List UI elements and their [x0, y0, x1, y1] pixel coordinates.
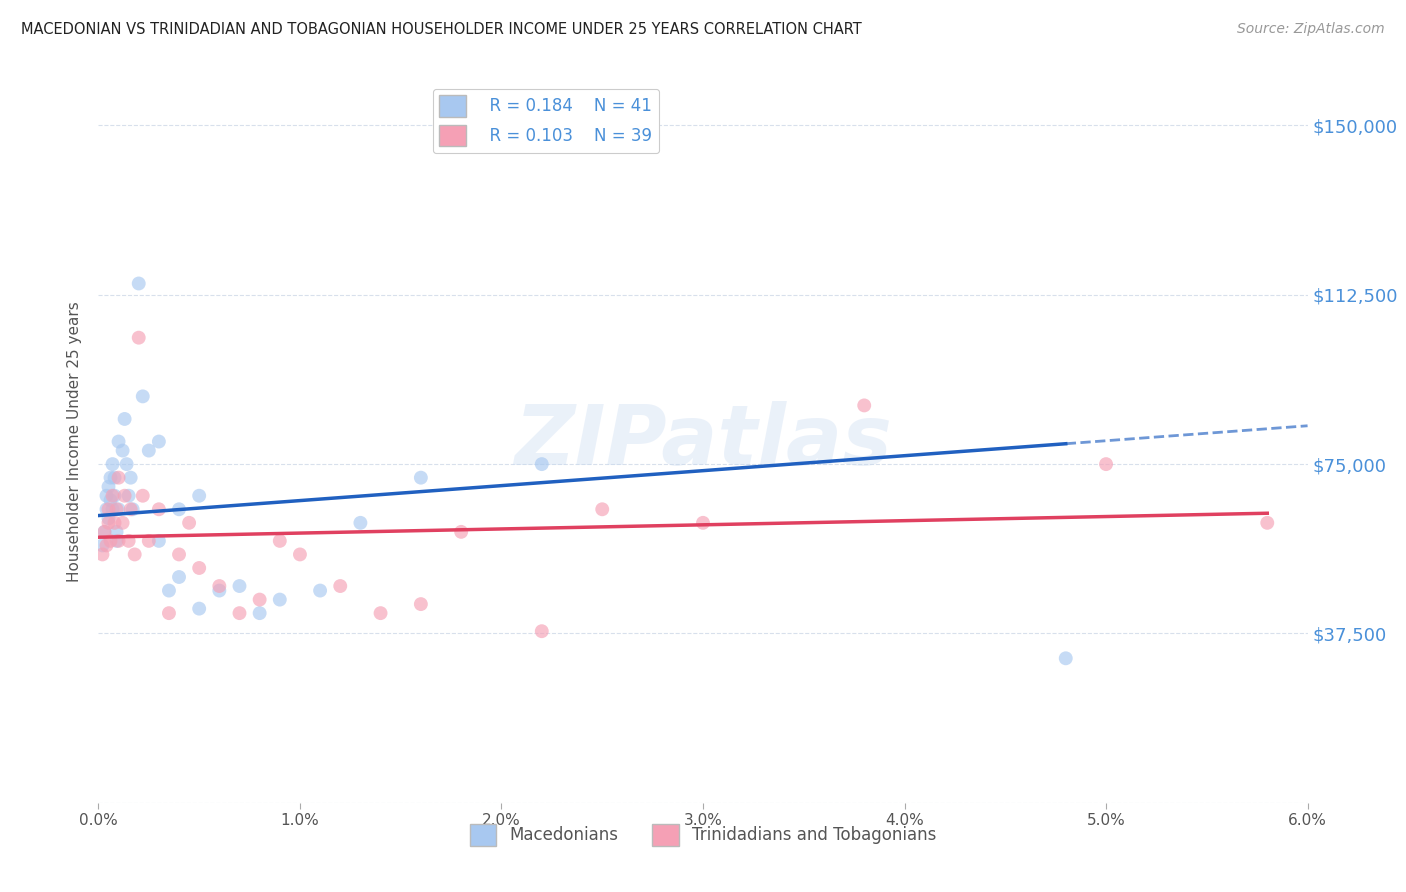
- Point: [450, 524, 472, 539]
- Point: [208, 579, 231, 593]
- Point: [100, 493, 122, 508]
- Point: [115, 457, 138, 471]
- Point: [853, 398, 876, 412]
- Point: [132, 389, 155, 403]
- Point: [96, 538, 118, 552]
- Point: [148, 533, 170, 548]
- Point: [349, 516, 371, 530]
- Point: [103, 516, 125, 530]
- Point: [1256, 516, 1278, 530]
- Point: [132, 489, 155, 503]
- Point: [120, 502, 142, 516]
- Point: [107, 502, 129, 516]
- Point: [167, 570, 190, 584]
- Text: MACEDONIAN VS TRINIDADIAN AND TOBAGONIAN HOUSEHOLDER INCOME UNDER 25 YEARS CORRE: MACEDONIAN VS TRINIDADIAN AND TOBAGONIAN…: [21, 22, 862, 37]
- Point: [101, 457, 124, 471]
- Point: [138, 443, 160, 458]
- Point: [101, 502, 124, 516]
- Point: [1054, 651, 1077, 665]
- Point: [105, 524, 128, 539]
- Point: [370, 606, 392, 620]
- Point: [269, 592, 291, 607]
- Point: [120, 470, 142, 484]
- Point: [97, 480, 120, 494]
- Point: [118, 533, 141, 548]
- Point: [530, 457, 553, 471]
- Point: [167, 502, 190, 516]
- Point: [409, 597, 432, 611]
- Point: [114, 489, 136, 503]
- Point: [111, 516, 134, 530]
- Point: [91, 548, 114, 562]
- Point: [692, 516, 714, 530]
- Point: [309, 583, 332, 598]
- Point: [100, 533, 122, 548]
- Legend: Macedonians, Trinidadians and Tobagonians: Macedonians, Trinidadians and Tobagonian…: [463, 818, 943, 852]
- Y-axis label: Householder Income Under 25 years: Householder Income Under 25 years: [67, 301, 83, 582]
- Point: [249, 606, 271, 620]
- Point: [157, 583, 180, 598]
- Point: [93, 524, 115, 539]
- Text: Source: ZipAtlas.com: Source: ZipAtlas.com: [1237, 22, 1385, 37]
- Point: [101, 489, 124, 503]
- Point: [114, 412, 136, 426]
- Point: [105, 502, 128, 516]
- Point: [118, 489, 141, 503]
- Point: [179, 516, 201, 530]
- Point: [409, 470, 432, 484]
- Point: [288, 548, 311, 562]
- Point: [97, 502, 120, 516]
- Point: [121, 502, 143, 516]
- Point: [93, 524, 115, 539]
- Point: [97, 516, 120, 530]
- Point: [96, 502, 118, 516]
- Point: [103, 489, 125, 503]
- Point: [148, 434, 170, 449]
- Point: [96, 489, 118, 503]
- Point: [530, 624, 553, 639]
- Point: [1095, 457, 1118, 471]
- Point: [97, 511, 120, 525]
- Point: [148, 502, 170, 516]
- Point: [329, 579, 352, 593]
- Point: [100, 470, 122, 484]
- Point: [103, 470, 125, 484]
- Point: [228, 579, 250, 593]
- Point: [124, 548, 146, 562]
- Point: [91, 538, 114, 552]
- Point: [591, 502, 613, 516]
- Point: [128, 331, 150, 345]
- Point: [157, 606, 180, 620]
- Point: [269, 533, 291, 548]
- Point: [167, 548, 190, 562]
- Point: [188, 601, 211, 615]
- Point: [105, 533, 128, 548]
- Point: [111, 443, 134, 458]
- Text: ZIPatlas: ZIPatlas: [515, 401, 891, 482]
- Point: [188, 489, 211, 503]
- Point: [249, 592, 271, 607]
- Point: [107, 533, 129, 548]
- Point: [107, 434, 129, 449]
- Point: [188, 561, 211, 575]
- Point: [107, 470, 129, 484]
- Point: [128, 277, 150, 291]
- Point: [208, 583, 231, 598]
- Point: [138, 533, 160, 548]
- Point: [228, 606, 250, 620]
